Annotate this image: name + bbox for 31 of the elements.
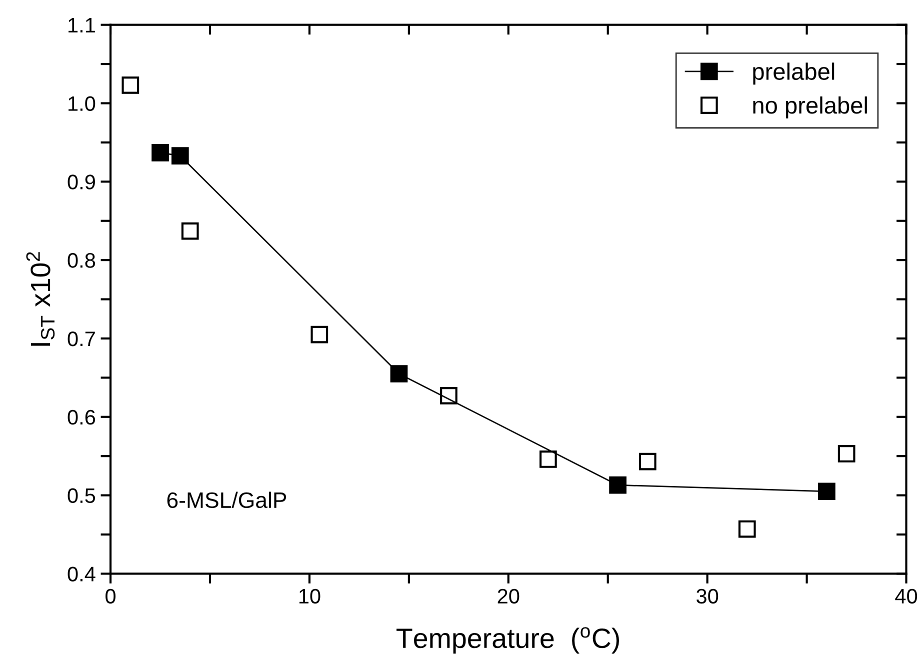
x-tick-label: 40	[895, 588, 918, 604]
point	[152, 144, 169, 162]
y-tick-label: 1.1	[68, 18, 95, 32]
point	[390, 365, 408, 382]
point	[738, 520, 756, 538]
y-tick-label: 0.7	[68, 331, 95, 346]
y-tick-label: 0.8	[68, 253, 96, 268]
x-tick-label: 0	[106, 588, 116, 604]
legend-label: prelabel	[753, 62, 834, 85]
point	[539, 450, 557, 468]
point	[638, 452, 656, 470]
point	[818, 482, 836, 500]
point	[171, 147, 189, 164]
point	[609, 476, 626, 494]
x-tick-label: 30	[696, 588, 718, 604]
point	[181, 222, 199, 240]
y-axis-title: I$_{ST}$ x10$^{2}$	[26, 252, 55, 346]
x-axis-title: Temperature ($^{o}$C)	[396, 627, 619, 654]
point	[310, 326, 328, 344]
y-tick-label: 1.0	[68, 96, 96, 111]
legend-label: no prelabel	[753, 96, 867, 118]
x-tick-label: 10	[299, 588, 320, 604]
y-tick-label: 0.9	[68, 174, 95, 190]
point	[440, 387, 458, 404]
y-tick-label: 0.6	[68, 410, 96, 425]
point	[122, 76, 140, 94]
annotation: 6-MSL/GalP	[167, 492, 286, 508]
point	[838, 445, 856, 462]
y-tick-label: 0.4	[68, 566, 96, 582]
x-tick-label: 20	[498, 588, 520, 604]
y-tick-label: 0.5	[68, 488, 96, 504]
